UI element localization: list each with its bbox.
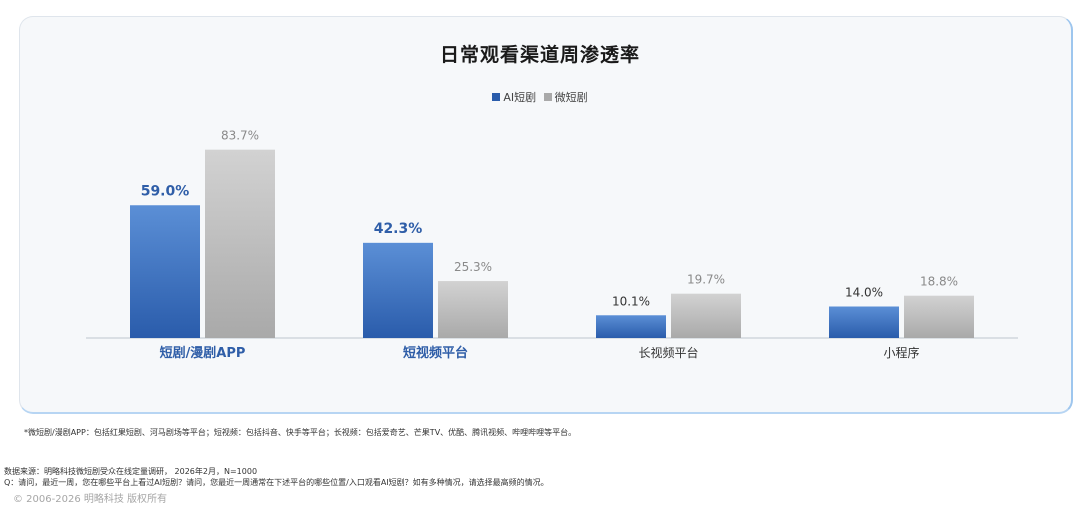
x-tick-label: 小程序 [883,345,919,360]
bar-ai [363,242,433,338]
bar-chart: 59.0% 83.7% 短剧/漫剧APP 42.3% 25.3% 短视频平台 10.1% 19… [86,129,1018,361]
question-line: Q：请问，最近一周，您在哪些平台上看过AI短剧？请问，您最近一周通常在下述平台的… [4,478,549,487]
legend-label-ai: AI短剧 [503,91,537,104]
legend-swatch-ai [492,93,501,101]
data-label-micro: 19.7% [687,273,725,287]
bar-micro [904,295,974,338]
legend-item-micro: 微短剧 [543,89,588,105]
data-label-micro: 18.8% [920,275,958,289]
data-label-ai: 14.0% [845,286,883,300]
bar-micro [671,293,741,338]
bar-ai [829,306,899,338]
legend-swatch-micro [543,93,552,101]
data-label-ai: 42.3% [374,221,423,237]
copyright: © 2006-2026 明略科技 版权所有 [13,494,168,505]
source-line: 数据来源：明略科技微短剧受众在线定量调研， 2026年2月，N=1000 [4,467,258,476]
bar-micro [438,281,508,338]
data-label-ai: 10.1% [612,294,650,308]
data-label-ai: 59.0% [141,183,190,199]
bar-ai [130,205,200,338]
x-tick-label: 短剧/漫剧APP [160,345,246,361]
bar-ai [596,315,666,338]
chart-title: 日常观看渠道周渗透率 [439,44,640,66]
x-tick-label: 长视频平台 [638,345,698,360]
footnote: *微短剧/漫剧APP：包括红果短剧、河马剧场等平台；短视频：包括抖音、快手等平台… [24,428,577,437]
data-label-micro: 83.7% [221,129,259,143]
bar-micro [205,149,275,338]
x-tick-label: 短视频平台 [403,345,468,361]
legend-label-micro: 微短剧 [554,91,588,104]
data-label-micro: 25.3% [454,260,492,274]
chart-legend: AI短剧 微短剧 [0,89,1080,105]
legend-item-ai: AI短剧 [492,89,536,105]
data-source: 数据来源：明略科技微短剧受众在线定量调研， 2026年2月，N=1000 Q：请… [4,466,549,488]
